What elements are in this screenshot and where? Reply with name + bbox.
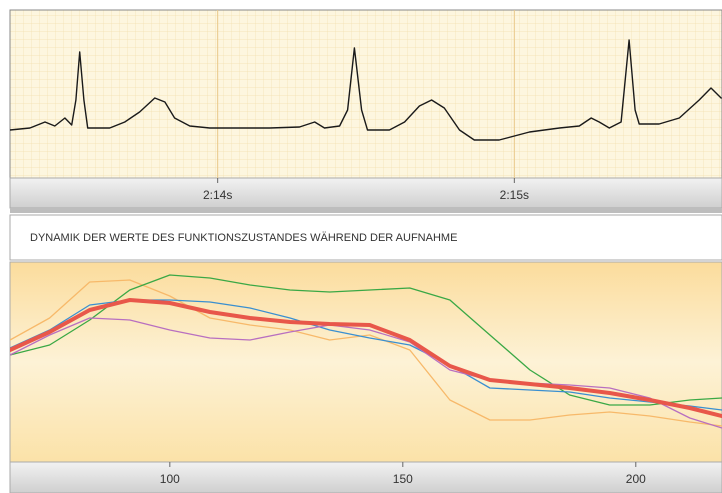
x-tick-label: 2:15s (500, 188, 529, 202)
data-line (10, 274, 722, 406)
x-axis-bar (9, 461, 722, 493)
dynamics-panel (9, 261, 722, 463)
x-tick-label: 100 (160, 472, 180, 486)
title-bar (9, 214, 722, 261)
time-axis-bar (9, 177, 722, 209)
ecg-panel (9, 9, 722, 179)
data-line (10, 298, 722, 418)
x-tick-label: 2:14s (203, 188, 232, 202)
data-line (10, 317, 722, 429)
data-line (10, 39, 722, 141)
data-line (10, 279, 722, 427)
separator (10, 208, 722, 213)
x-tick-label: 200 (626, 472, 646, 486)
panel-title: DYNAMIK DER WERTE DES FUNKTIONSZUSTANDES… (30, 232, 457, 244)
x-tick-label: 150 (393, 472, 413, 486)
